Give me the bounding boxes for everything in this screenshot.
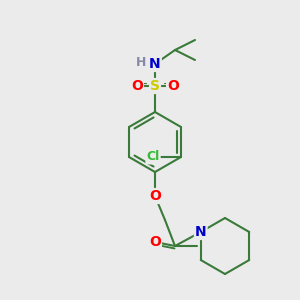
Text: S: S — [150, 79, 160, 93]
Text: O: O — [167, 79, 179, 93]
Text: O: O — [149, 235, 161, 249]
Text: O: O — [149, 189, 161, 203]
Text: H: H — [136, 56, 146, 68]
Text: N: N — [195, 225, 207, 239]
Text: O: O — [131, 79, 143, 93]
Text: N: N — [149, 57, 161, 71]
Text: Cl: Cl — [146, 151, 160, 164]
